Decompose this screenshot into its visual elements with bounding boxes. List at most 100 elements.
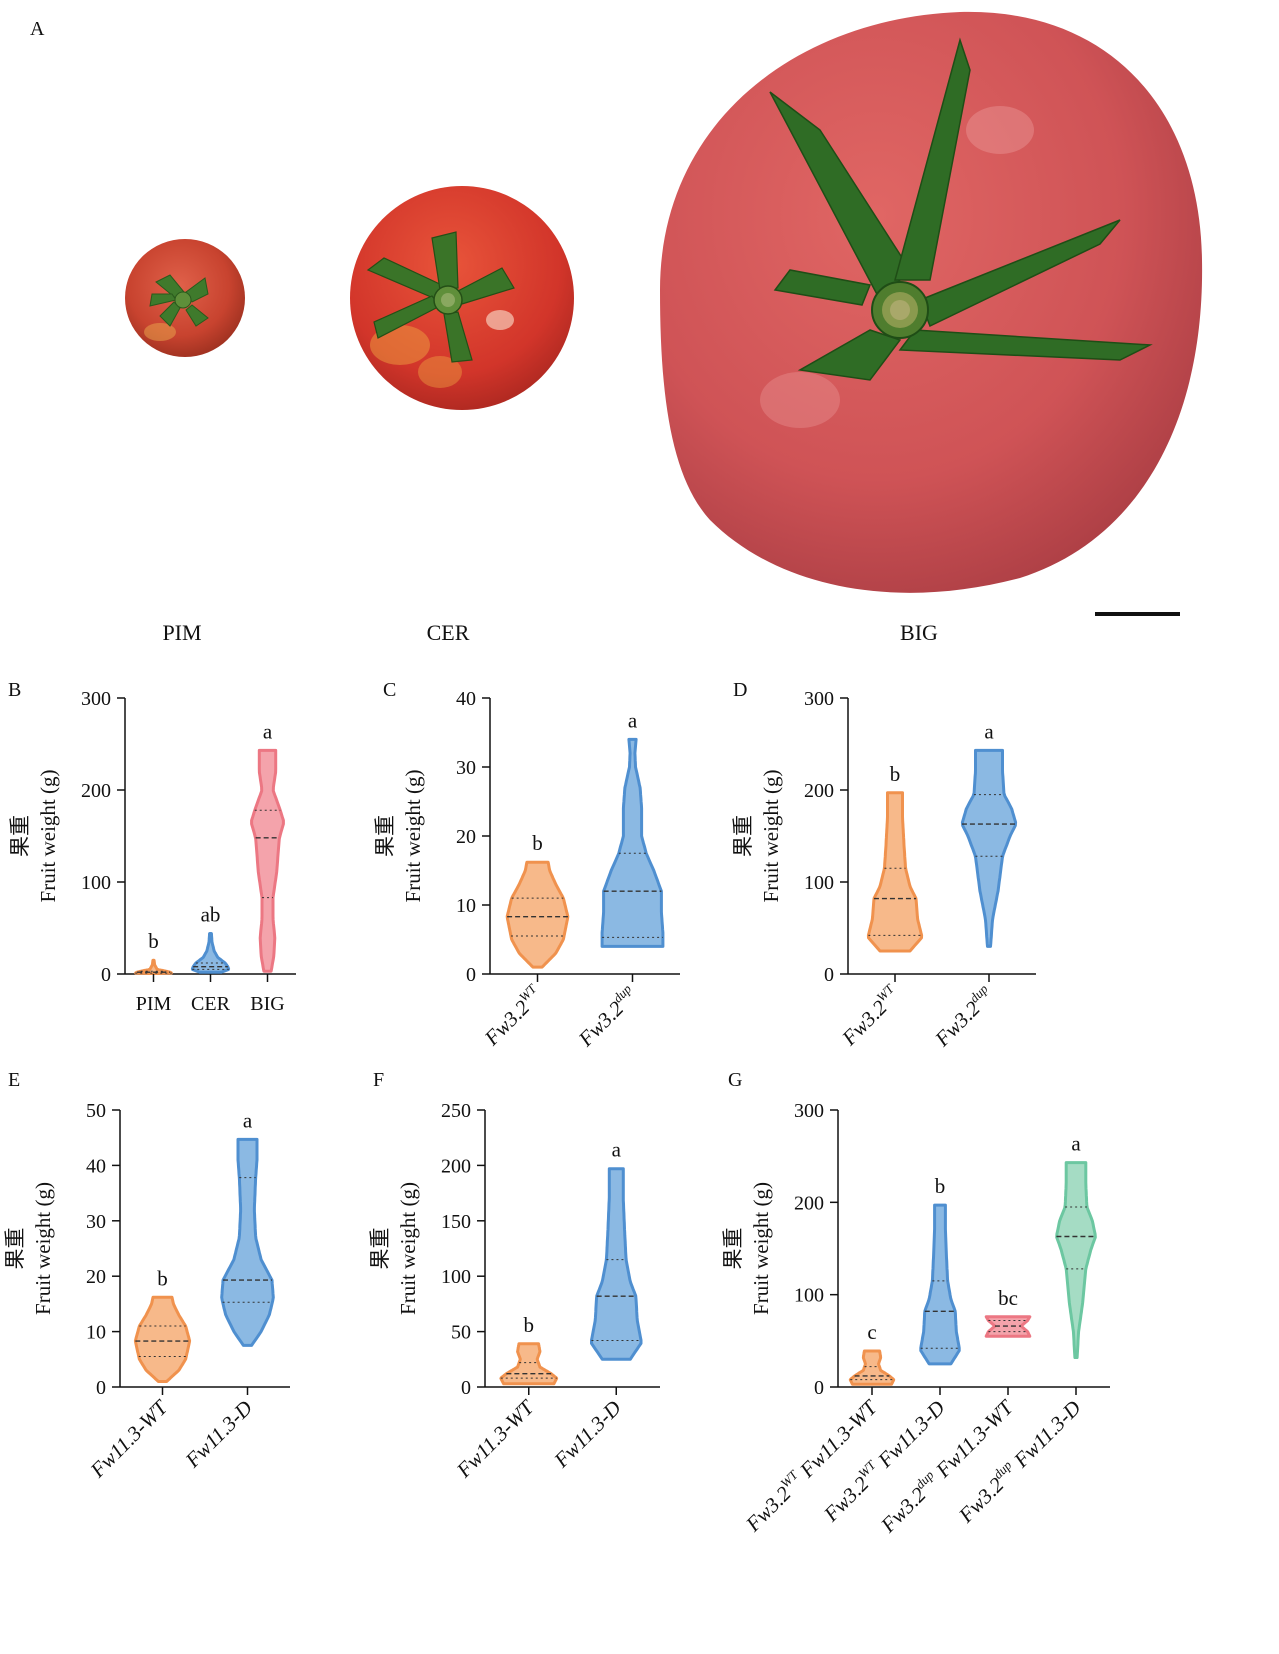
y-tick-label: 200: [81, 780, 111, 802]
chart-f: F 0 50 100 150 200 250 果重 Fruit weight (g) b Fw11.…: [368, 1069, 660, 1483]
tomato-photos: [125, 11, 1203, 616]
y-tick-label: 100: [441, 1266, 471, 1288]
chart-c: C 0 10 20 30 40 果重 Fruit weight (g) b Fw3.2WT a Fw3…: [373, 679, 680, 1052]
violin-2: a: [600, 708, 665, 948]
x-tick-label: Fw11.3-WT: [85, 1395, 173, 1483]
panel-letter-a: A: [30, 18, 45, 40]
x-tick-label: Fw3.2WT Fw11.3-D: [817, 1394, 950, 1527]
y-tick-label: 30: [456, 757, 476, 779]
y-axis-label-cn: 果重: [3, 1228, 27, 1270]
significance-letter: a: [612, 1138, 622, 1162]
violin-body: [133, 1295, 192, 1383]
violin-1: b: [505, 831, 570, 969]
y-tick-label: 200: [794, 1192, 824, 1214]
y-tick-label: 100: [794, 1285, 824, 1307]
violin-3: a: [250, 719, 285, 973]
chart-d: D 0 100 200 300 果重 Fruit weight (g) b Fw3.2WT a Fw…: [731, 679, 1036, 1052]
significance-letter: a: [1071, 1132, 1081, 1156]
y-tick-label: 300: [81, 688, 111, 710]
significance-letter: ab: [201, 903, 221, 927]
violin-2: a: [220, 1108, 275, 1347]
panel-letter-g: G: [728, 1069, 742, 1091]
y-tick-label: 100: [81, 872, 111, 894]
y-tick-label: 300: [804, 688, 834, 710]
panel-letter-e: E: [8, 1069, 20, 1091]
label-pim: PIM: [162, 620, 202, 645]
y-tick-label: 40: [456, 688, 476, 710]
y-tick-label: 0: [814, 1377, 824, 1399]
violin-2: a: [590, 1138, 643, 1361]
cer-fruit-image: [350, 186, 574, 410]
violin-1: b: [133, 1266, 192, 1383]
y-axis-label: 果重 Fruit weight (g): [8, 770, 60, 903]
chart-e: E 0 10 20 30 40 50 果重 Fruit weight (g) b Fw11.3-WT…: [3, 1069, 290, 1483]
y-axis-label-en: Fruit weight (g): [759, 770, 783, 903]
y-axis-label-cn: 果重: [368, 1228, 392, 1270]
violin-body: [960, 748, 1018, 948]
y-tick-label: 30: [86, 1211, 106, 1233]
y-tick-label: 50: [86, 1100, 106, 1122]
y-axis-label-en: Fruit weight (g): [31, 1182, 55, 1315]
violin-1: c: [848, 1320, 896, 1386]
significance-letter: bc: [998, 1286, 1018, 1310]
significance-letter: b: [157, 1266, 168, 1290]
panel-letter-b: B: [8, 679, 21, 701]
y-tick-label: 0: [96, 1377, 106, 1399]
x-tick-label: Fw11.3-WT: [451, 1395, 539, 1483]
x-tick-label: Fw3.2dup Fw11.3-D: [952, 1394, 1086, 1528]
x-tick-label: Fw11.3-D: [549, 1396, 626, 1473]
y-tick-label: 150: [441, 1211, 471, 1233]
violin-1: b: [134, 929, 173, 975]
x-tick-label-base: Fw11.3-WT: [451, 1395, 539, 1483]
y-tick-label: 0: [466, 964, 476, 986]
y-axis-label-en: Fruit weight (g): [749, 1182, 773, 1315]
y-tick-label: 200: [441, 1155, 471, 1177]
panel-letter-c: C: [383, 679, 396, 701]
y-tick-label: 10: [86, 1322, 106, 1344]
significance-letter: c: [867, 1320, 876, 1344]
violin-body: [499, 1342, 559, 1386]
y-tick-label: 20: [86, 1266, 106, 1288]
y-tick-label: 50: [451, 1322, 471, 1344]
significance-letter: a: [984, 719, 994, 743]
label-cer: CER: [426, 620, 470, 645]
x-tick-label: CER: [191, 993, 231, 1015]
x-tick-label-base: Fw11.3-D: [549, 1396, 626, 1473]
violin-2: b: [919, 1174, 961, 1366]
y-axis-label: 果重 Fruit weight (g): [368, 1182, 420, 1315]
violin-body: [919, 1203, 961, 1366]
x-tick-label: Fw3.2WT: [478, 981, 548, 1051]
x-tick-label-base: Fw11.3-D: [180, 1396, 257, 1473]
violin-2: ab: [190, 903, 231, 974]
y-tick-label: 250: [441, 1100, 471, 1122]
violin-body: [250, 748, 285, 973]
x-tick-label-rest: Fw11.3-D: [1005, 1396, 1085, 1476]
violin-body: [600, 737, 665, 948]
y-axis-label-en: Fruit weight (g): [396, 1182, 420, 1315]
violin-body: [866, 791, 924, 953]
y-axis-label-en: Fruit weight (g): [401, 770, 425, 903]
violin-1: b: [499, 1313, 559, 1386]
y-tick-label: 40: [86, 1155, 106, 1177]
y-tick-label: 100: [804, 872, 834, 894]
violin-body: [590, 1167, 643, 1361]
x-tick-label: Fw3.2WT: [835, 981, 905, 1051]
x-tick-label: BIG: [250, 993, 284, 1015]
y-tick-label: 0: [824, 964, 834, 986]
y-tick-label: 0: [461, 1377, 471, 1399]
y-tick-label: 300: [794, 1100, 824, 1122]
y-axis-label: 果重 Fruit weight (g): [721, 1182, 773, 1315]
x-tick-label: Fw11.3-D: [180, 1396, 257, 1473]
significance-letter: b: [524, 1313, 535, 1337]
y-tick-label: 20: [456, 826, 476, 848]
violin-4: a: [1055, 1132, 1097, 1359]
y-axis-label-cn: 果重: [8, 815, 32, 857]
y-axis-label-cn: 果重: [373, 815, 397, 857]
significance-letter: b: [148, 929, 159, 953]
panel-a-photos: A: [0, 0, 1279, 700]
significance-letter: a: [628, 708, 638, 732]
x-tick-label-base: Fw11.3-WT: [85, 1395, 173, 1483]
violin-body: [134, 958, 173, 975]
x-tick-label: Fw3.2dup: [928, 981, 999, 1052]
x-tick-label: PIM: [136, 993, 172, 1015]
